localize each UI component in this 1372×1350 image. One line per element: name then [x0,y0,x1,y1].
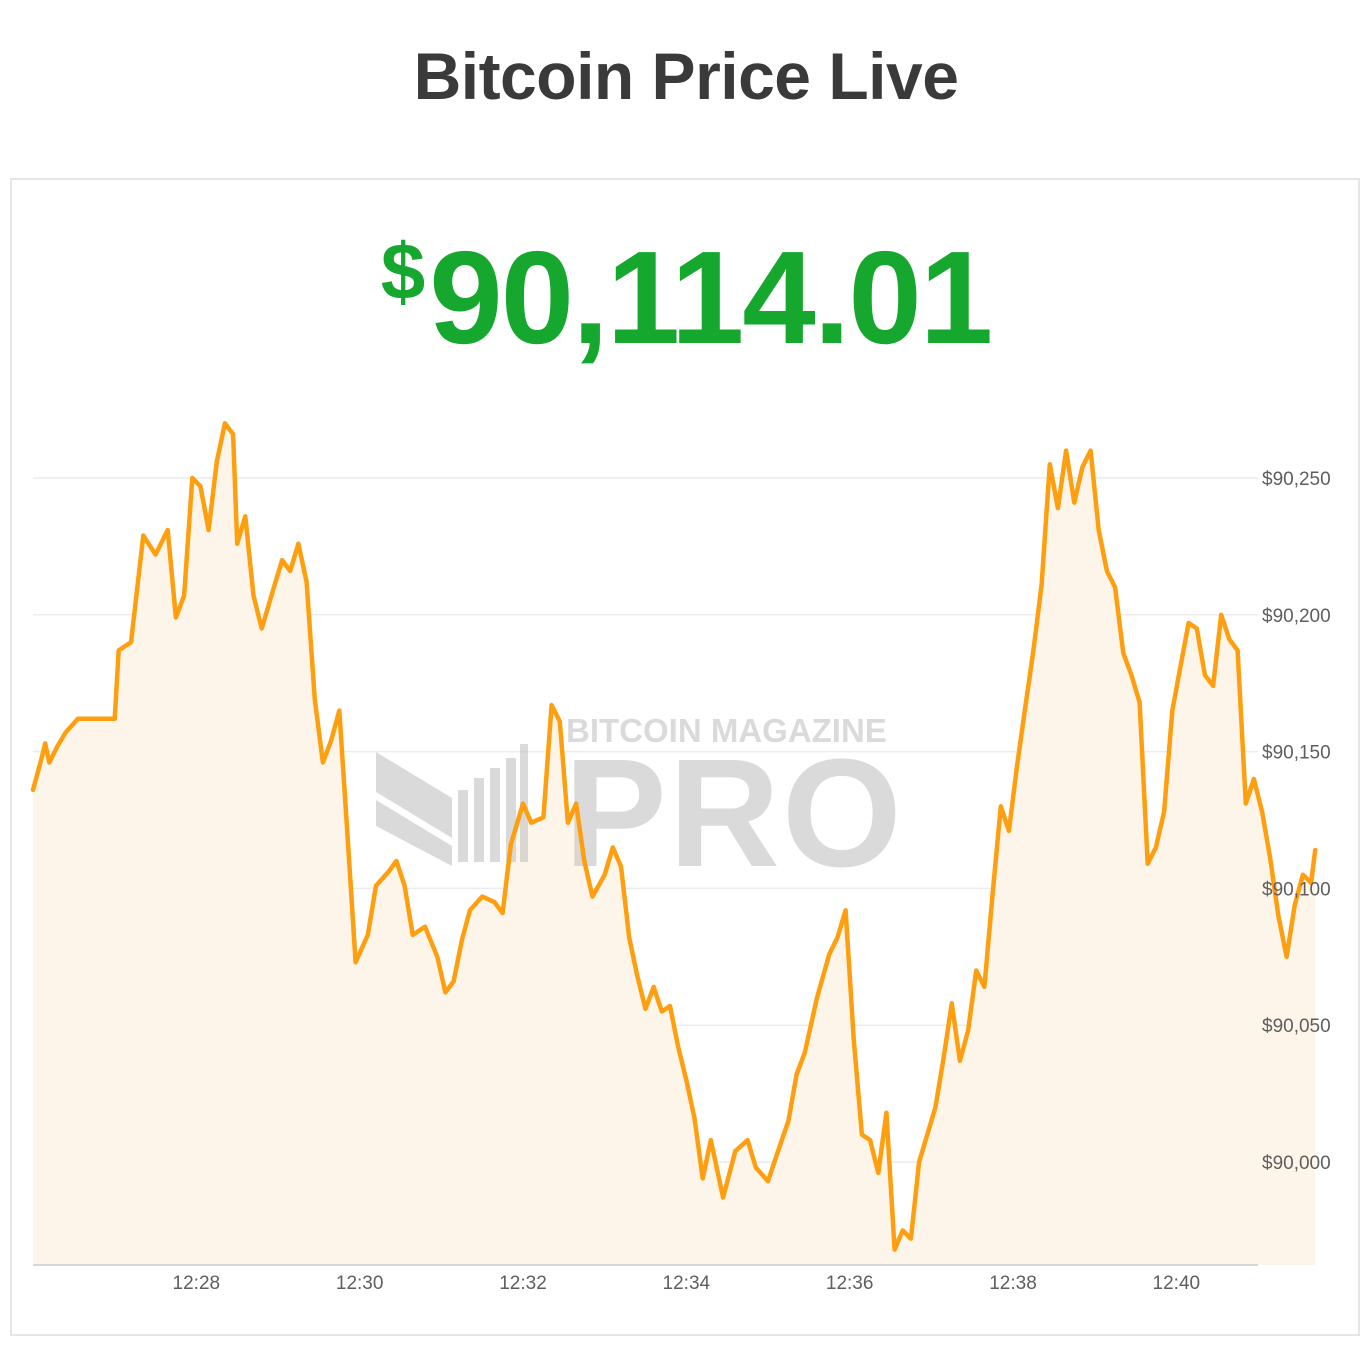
y-tick-label: $90,250 [1262,469,1331,490]
y-tick-label: $90,100 [1262,879,1331,900]
price-area-fill [33,423,1316,1265]
x-tick-label: 12:32 [499,1273,547,1294]
price-value: 90,114.01 [429,224,993,371]
current-price: $90,114.01 [0,222,1372,373]
y-tick-label: $90,150 [1262,743,1331,764]
y-tick-label: $90,000 [1262,1153,1331,1174]
price-line[interactable] [30,421,1318,1252]
x-tick-label: 12:40 [1153,1273,1201,1294]
bitcoin-magazine-logo-icon [376,744,528,866]
page-title: Bitcoin Price Live [413,39,959,113]
watermark-product-text: PRO [564,727,904,899]
bitcoin-magazine-pro-watermark: BITCOIN MAGAZINE PRO [376,712,904,899]
watermark-brand-text: BITCOIN MAGAZINE [566,712,887,749]
y-axis: $90,000 $90,050 $90,100 $90,150 $90,200 $90,2… [1262,469,1331,1174]
x-tick-label: 12:30 [336,1273,384,1294]
x-tick-label: 12:34 [663,1273,711,1294]
currency-symbol: $ [380,227,426,316]
x-tick-label: 12:38 [989,1273,1037,1294]
y-tick-label: $90,200 [1262,606,1331,627]
x-axis: 12:28 12:30 12:32 12:34 12:36 12:38 12:40 [173,1273,1201,1294]
x-tick-label: 12:28 [173,1273,221,1294]
y-tick-label: $90,050 [1262,1016,1331,1037]
x-tick-label: 12:36 [826,1273,874,1294]
